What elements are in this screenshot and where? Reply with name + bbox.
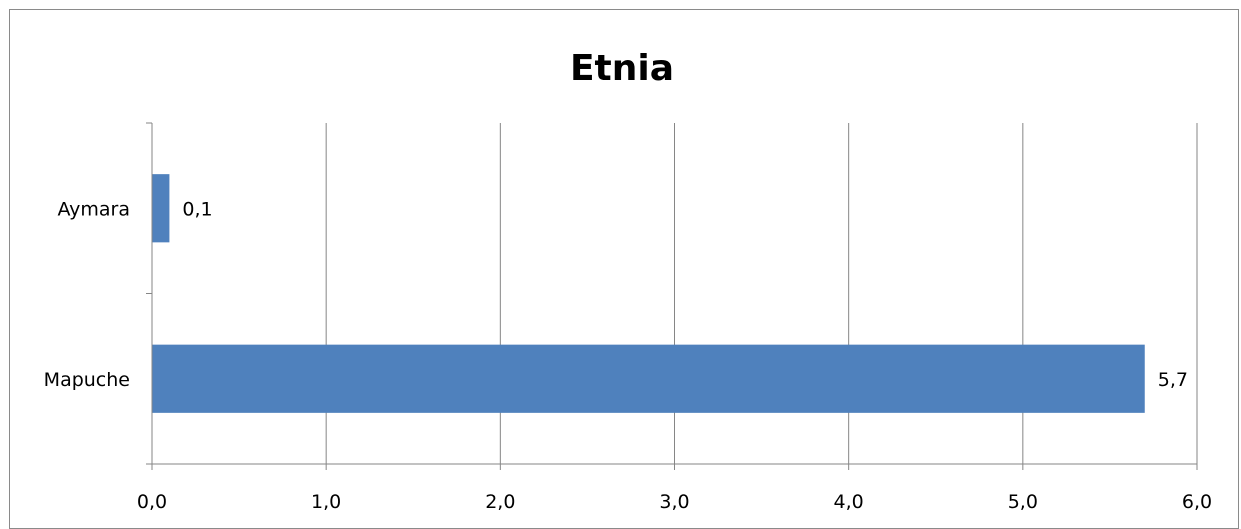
x-tick-label: 4,0 [834, 491, 864, 513]
bars [152, 174, 1145, 413]
chart-frame [9, 9, 1239, 529]
x-tick-label: 0,0 [137, 491, 167, 513]
x-tick-label: 3,0 [659, 491, 689, 513]
bar-mapuche [152, 344, 1145, 413]
data-label: 5,7 [1158, 369, 1188, 391]
bar-aymara [152, 174, 170, 243]
x-tick-label: 1,0 [311, 491, 341, 513]
data-label: 0,1 [182, 198, 212, 220]
x-tick-label: 5,0 [1008, 491, 1038, 513]
axes [146, 122, 1198, 470]
x-tick-label: 6,0 [1182, 491, 1212, 513]
labels: 0,0 1,0 2,0 3,0 4,0 5,0 6,0 Aymara 0,1 Mapuche 5,7 [44, 198, 1212, 513]
category-label: Aymara [57, 198, 130, 220]
category-label: Mapuche [44, 369, 130, 391]
grid-lines [325, 123, 1198, 464]
chart-title: Etnia [570, 48, 674, 89]
x-tick-label: 2,0 [485, 491, 515, 513]
